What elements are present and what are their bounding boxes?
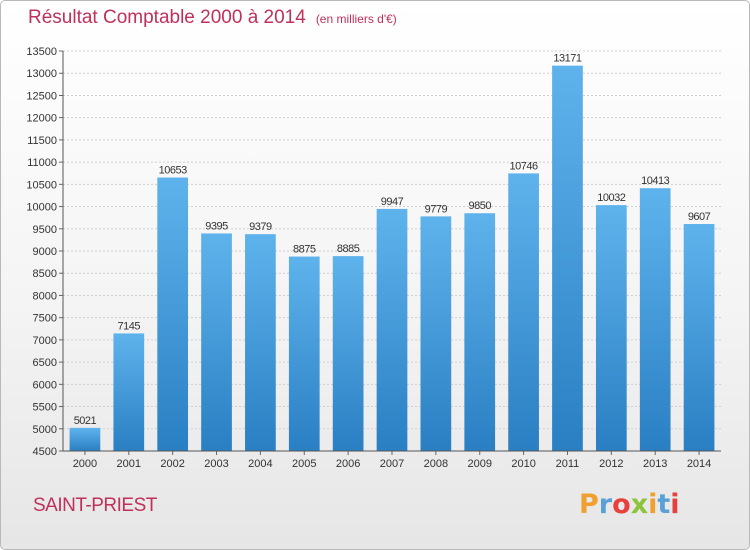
bar-2002 [157,177,189,452]
y-tick-label: 11000 [27,157,57,169]
y-tick-label: 7000 [33,335,57,347]
y-tick-label: 9000 [33,246,57,258]
y-tick-label: 10500 [26,179,57,191]
y-tick-label: 5500 [33,402,57,414]
proxiti-logo: Proxiti [579,489,680,520]
y-tick-label: 6500 [33,357,57,369]
x-tick-label: 2014 [687,458,711,470]
x-tick-label: 2012 [599,458,623,470]
x-tick-label: 2013 [643,458,667,470]
x-tick-label: 2011 [556,458,580,470]
bars [69,65,715,452]
y-tick-label: 10000 [26,202,57,214]
data-label-2014: 9607 [688,211,711,223]
x-tick-label: 2009 [467,458,491,470]
bar-2010 [508,173,539,451]
y-tick-label: 13500 [26,46,57,58]
x-tick-label: 2002 [160,458,184,470]
data-label-2001: 7145 [118,320,141,332]
x-tick-label: 2008 [424,458,448,470]
bar-2007 [376,208,408,451]
bar-2004 [245,234,276,451]
x-tick-label: 2005 [292,458,316,470]
bar-2009 [464,213,496,451]
y-tick-label: 7500 [33,313,57,325]
bar-2008 [420,216,452,451]
commune-name: SAINT-PRIEST [33,495,157,516]
x-tick-label: 2000 [73,458,97,470]
y-tick-label: 9500 [33,224,57,236]
y-tick-label: 5000 [33,424,57,436]
bar-2000 [69,427,101,451]
y-axis: 4500 5000 5500 6000 6500 7000 7500 8000 8500 9000… [26,46,64,458]
bar-2001 [113,333,145,451]
data-label-2010: 10746 [510,160,538,172]
data-label-2002: 10653 [159,165,187,177]
data-label-2000: 5021 [74,415,97,427]
bar-2013 [639,188,671,451]
data-label-2008: 9779 [425,203,448,215]
bar-2011 [552,65,583,451]
data-label-2012: 10032 [597,192,625,204]
x-tick-label: 2003 [204,458,228,470]
x-tick-label: 2006 [336,458,360,470]
y-tick-label: 12500 [26,90,57,102]
bar-2006 [332,256,364,451]
chart-unit-subtitle: (en milliers d'€) [315,12,397,26]
data-label-2004: 9379 [249,221,272,233]
data-label-2003: 9395 [205,220,228,232]
y-tick-label: 13000 [26,68,57,80]
data-label-2011: 13171 [553,53,581,65]
y-tick-label: 8000 [33,290,57,302]
data-label-2007: 9947 [381,196,404,208]
bar-2003 [201,233,232,451]
x-tick-label: 2001 [117,458,141,470]
x-tick-label: 2007 [380,458,404,470]
chart-title-text: Résultat Comptable 2000 à 2014 [28,7,306,28]
data-labels: 5021 7145 10653 9395 9379 8875 8885 9947 9779 985… [74,53,711,427]
data-label-2005: 8875 [293,244,316,256]
chart-title: Résultat Comptable 2000 à 2014 (en millie… [28,7,397,29]
bar-2005 [288,256,320,451]
bar-2014 [683,224,715,451]
y-tick-label: 8500 [33,268,57,280]
bar-2012 [595,205,627,451]
y-tick-label: 4500 [33,446,57,458]
y-tick-label: 6000 [33,379,57,391]
x-tick-label: 2004 [248,458,272,470]
y-tick-label: 12000 [26,113,57,125]
x-axis: 2000 2001 2002 2003 2004 2005 2006 2007 2008 2009… [63,450,721,470]
data-label-2009: 9850 [468,200,491,212]
y-tick-label: 11500 [27,135,57,147]
data-label-2006: 8885 [337,243,360,255]
data-label-2013: 10413 [641,175,669,187]
x-tick-label: 2010 [511,458,535,470]
